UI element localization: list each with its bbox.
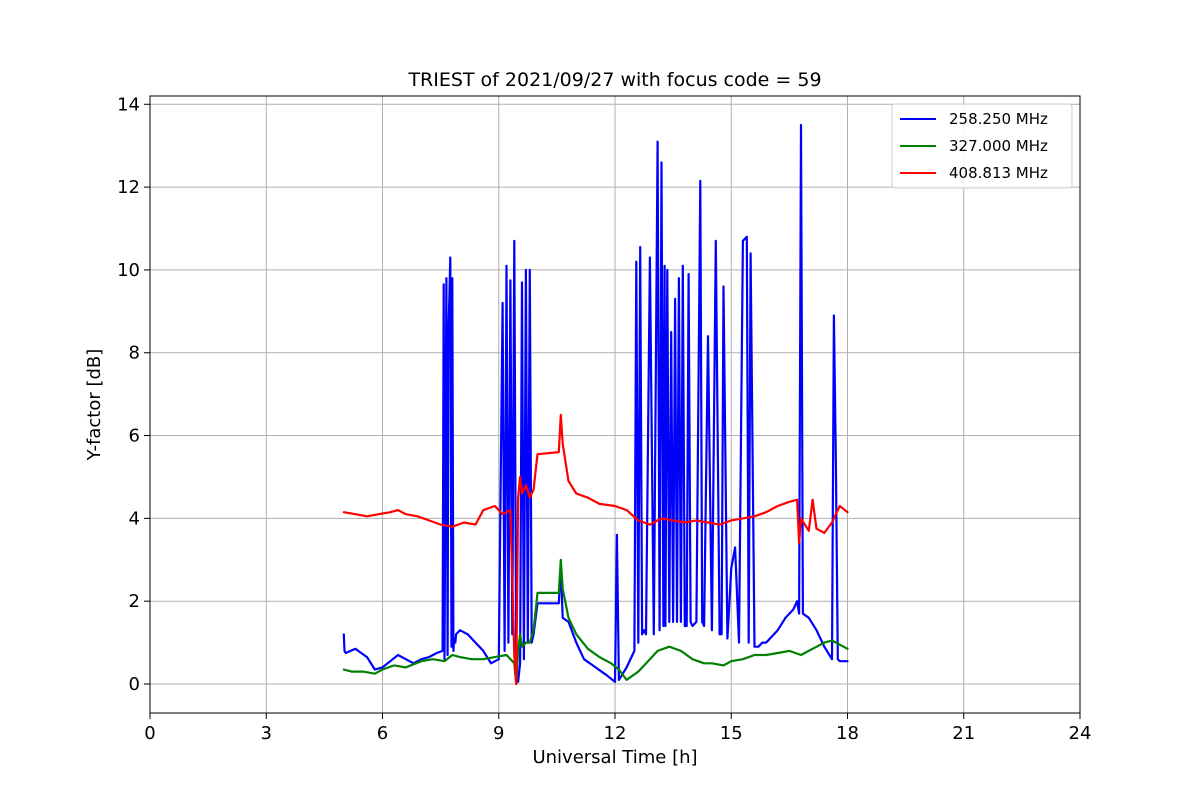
y-tick-label: 10 <box>117 260 140 281</box>
legend-label-2: 408.813 MHz <box>949 164 1048 182</box>
legend: 258.250 MHz 327.000 MHz 408.813 MHz <box>891 103 1073 189</box>
x-tick-label: 0 <box>144 723 155 744</box>
y-tick-label: 0 <box>129 674 140 695</box>
x-tick-label: 18 <box>836 723 859 744</box>
x-tick-label: 15 <box>720 723 743 744</box>
y-tick-label: 14 <box>117 94 140 115</box>
x-tick-label: 6 <box>377 723 388 744</box>
legend-label-0: 258.250 MHz <box>949 110 1048 128</box>
x-axis-label: Universal Time [h] <box>532 747 697 768</box>
y-axis-label: Y-factor [dB] <box>84 349 105 462</box>
series-lines <box>342 123 849 686</box>
x-tick-label: 12 <box>604 723 627 744</box>
legend-label-1: 327.000 MHz <box>949 137 1048 155</box>
series-line-2 <box>342 413 849 686</box>
chart-title: TRIEST of 2021/09/27 with focus code = 5… <box>407 69 821 91</box>
legend-items: 258.250 MHz 327.000 MHz 408.813 MHz <box>900 110 1048 182</box>
grid-lines <box>149 96 1081 713</box>
series-line-0 <box>342 123 849 684</box>
x-tick-label: 3 <box>261 723 272 744</box>
y-tick-label: 12 <box>117 177 140 198</box>
y-tick-label: 8 <box>129 343 140 364</box>
y-axis-ticks: 0 2 4 6 8 10 12 14 <box>117 94 150 695</box>
legend-box <box>891 103 1073 189</box>
x-tick-label: 21 <box>952 723 975 744</box>
y-tick-label: 6 <box>129 426 140 447</box>
series-line-1 <box>342 558 849 686</box>
y-tick-label: 2 <box>129 591 140 612</box>
x-tick-label: 9 <box>493 723 504 744</box>
x-tick-label: 24 <box>1069 723 1092 744</box>
x-axis-ticks: 0 3 6 9 12 15 18 21 24 <box>144 713 1091 744</box>
y-tick-label: 4 <box>129 508 140 529</box>
